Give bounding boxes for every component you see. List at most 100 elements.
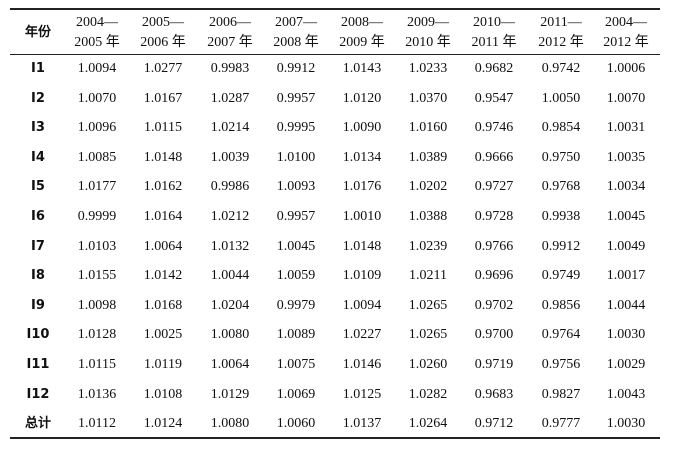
header-cell: 2008— [341, 15, 383, 30]
data-cell: 1.0124 [143, 416, 183, 432]
row-label: I5 [31, 179, 45, 195]
row-label: I10 [26, 327, 50, 343]
data-cell: 1.0096 [77, 120, 117, 136]
data-cell: 0.9746 [474, 120, 514, 136]
data-cell: 1.0264 [408, 416, 448, 432]
data-cell: 1.0090 [342, 120, 382, 136]
data-cell: 1.0167 [143, 90, 183, 106]
data-cell: 1.0211 [409, 268, 447, 284]
data-cell: 1.0132 [210, 238, 250, 254]
data-cell: 1.0108 [143, 386, 183, 402]
data-cell: 1.0030 [606, 416, 646, 432]
data-cell: 1.0176 [342, 179, 382, 195]
data-cell: 1.0160 [408, 120, 448, 136]
header-cell: 2005— [142, 15, 184, 30]
row-label: 总计 [24, 416, 51, 432]
data-cell: 1.0080 [210, 416, 250, 432]
data-cell: 1.0129 [210, 386, 250, 402]
data-cell: 0.9749 [541, 268, 581, 284]
data-cell: 0.9995 [276, 120, 316, 136]
data-cell: 1.0098 [77, 297, 117, 313]
row-label: I1 [31, 61, 45, 76]
data-cell: 1.0029 [606, 357, 646, 372]
data-cell: 1.0265 [408, 297, 448, 313]
data-cell: 1.0136 [77, 386, 117, 402]
row-label: I6 [31, 209, 45, 224]
data-cell: 1.0050 [541, 90, 581, 106]
data-cell: 1.0025 [143, 327, 183, 343]
data-cell: 0.9547 [474, 90, 514, 106]
data-cell: 0.9727 [474, 179, 514, 195]
data-cell: 0.9979 [276, 297, 316, 313]
data-cell: 1.0045 [276, 238, 316, 254]
data-cell: 0.9957 [276, 90, 316, 106]
data-cell: 1.0146 [342, 357, 382, 372]
data-cell: 1.0388 [408, 209, 448, 224]
data-cell: 1.0045 [606, 209, 646, 224]
header-cell: 2006— [209, 15, 251, 30]
header-cell: 2010 年 [405, 35, 451, 50]
data-cell: 0.9768 [541, 179, 581, 195]
data-cell: 0.9728 [474, 209, 514, 224]
row-label: I11 [26, 357, 50, 372]
data-cell: 0.9696 [474, 268, 514, 284]
data-cell: 0.9957 [276, 209, 316, 224]
row-label: I4 [31, 149, 45, 165]
data-cell: 1.0137 [342, 416, 382, 432]
header-cell: 2009— [407, 15, 449, 30]
data-cell: 1.0260 [408, 357, 448, 372]
data-cell: 1.0177 [77, 179, 117, 195]
data-cell: 1.0125 [342, 386, 382, 402]
data-cell: 0.9682 [474, 61, 514, 76]
data-cell: 1.0119 [144, 357, 182, 372]
data-cell: 1.0214 [210, 120, 250, 136]
header-cell: 2008 年 [273, 35, 319, 50]
data-cell: 0.9983 [210, 61, 250, 76]
data-cell: 1.0239 [408, 238, 448, 254]
data-cell: 1.0017 [606, 268, 646, 284]
data-cell: 1.0168 [143, 297, 183, 313]
data-cell: 1.0164 [143, 209, 183, 224]
data-cell: 0.9938 [541, 209, 581, 224]
data-cell: 1.0162 [143, 179, 183, 195]
header-cell: 2004— [605, 15, 647, 30]
data-cell: 0.9986 [210, 179, 250, 195]
data-cell: 1.0089 [276, 327, 316, 343]
data-cell: 1.0039 [210, 149, 250, 165]
data-cell: 1.0155 [77, 268, 117, 284]
data-cell: 1.0069 [276, 386, 316, 402]
data-cell: 1.0134 [342, 149, 382, 165]
data-cell: 0.9712 [474, 416, 514, 432]
data-cell: 0.9700 [474, 327, 514, 343]
row-label: I3 [31, 120, 45, 136]
data-cell: 1.0094 [342, 297, 382, 313]
data-cell: 0.9912 [541, 238, 581, 254]
data-cell: 1.0070 [606, 90, 646, 106]
data-cell: 0.9683 [474, 386, 514, 402]
row-label: I7 [31, 238, 45, 254]
data-cell: 1.0075 [276, 357, 316, 372]
header-cell: 2006 年 [140, 35, 186, 50]
data-cell: 1.0227 [342, 327, 382, 343]
data-cell: 0.9764 [541, 327, 581, 343]
header-cell: 2004— [76, 15, 118, 30]
data-cell: 1.0148 [143, 149, 183, 165]
data-cell: 1.0093 [276, 179, 316, 195]
header-cell: 2012 年 [603, 35, 649, 50]
data-cell: 1.0044 [606, 297, 646, 313]
data-cell: 1.0064 [143, 238, 183, 254]
data-cell: 1.0043 [606, 386, 646, 402]
header-cell: 2009 年 [339, 35, 385, 50]
data-cell: 1.0103 [77, 238, 117, 254]
row-label: I2 [31, 90, 45, 106]
data-cell: 1.0080 [210, 327, 250, 343]
data-cell: 1.0370 [408, 90, 448, 106]
header-cell: 2011— [540, 15, 582, 30]
data-cell: 1.0202 [408, 179, 448, 195]
bottom-rule [10, 437, 660, 439]
data-cell: 1.0265 [408, 327, 448, 343]
data-cell: 1.0070 [77, 90, 117, 106]
header-cell: 2005 年 [74, 35, 120, 50]
data-cell: 1.0115 [78, 357, 116, 372]
